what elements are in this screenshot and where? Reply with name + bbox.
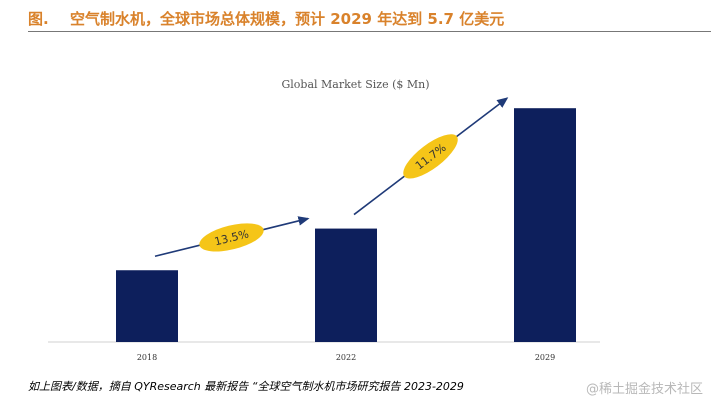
x-tick-label: 2029 <box>535 353 555 362</box>
x-tick-label: 2018 <box>137 353 157 362</box>
figure-label: 图. <box>28 10 49 28</box>
header-divider <box>28 31 711 32</box>
watermark: @稀土掘金技术社区 <box>585 382 703 397</box>
bar-2029 <box>514 108 576 342</box>
x-tick-label: 2022 <box>336 353 356 362</box>
bar-2022 <box>315 228 377 342</box>
figure-header: 图. 空气制水机，全球市场总体规模，预计 2029 年达到 5.7 亿美元 <box>0 0 711 32</box>
cagr-badge-shape <box>199 223 264 252</box>
cagr-badge: 13.5% <box>199 223 264 252</box>
figure-title: 空气制水机，全球市场总体规模，预计 2029 年达到 5.7 亿美元 <box>70 10 505 28</box>
cagr-badge-shape <box>403 134 458 179</box>
source-note: 如上图表/数据，摘自 QYResearch 最新报告 “全球空气制水机市场研究报… <box>28 380 464 393</box>
chart-title: Global Market Size ($ Mn) <box>281 78 430 91</box>
cagr-badge: 11.7% <box>403 134 458 179</box>
bar-2018 <box>116 270 178 342</box>
